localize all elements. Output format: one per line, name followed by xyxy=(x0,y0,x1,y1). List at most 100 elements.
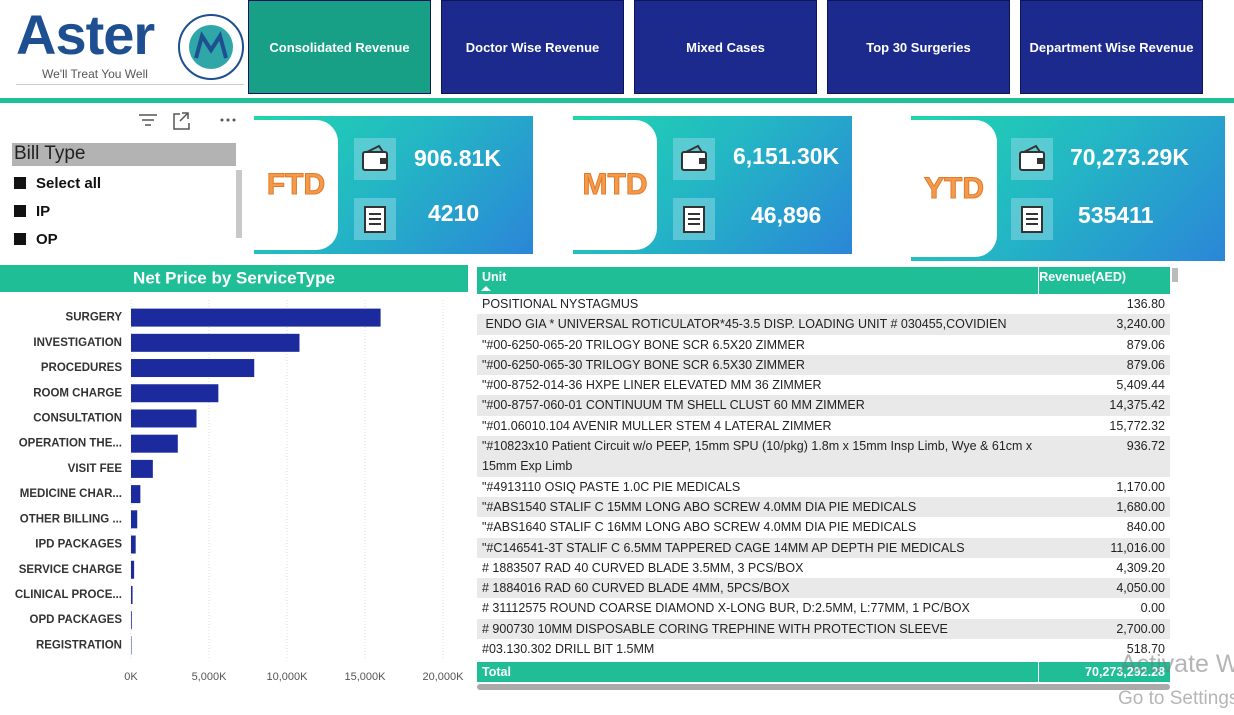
y-tick-label: CLINICAL PROCE... xyxy=(15,589,122,601)
wallet-icon xyxy=(354,138,396,180)
table-row: # 900730 10MM DISPOSABLE CORING TREPHINE… xyxy=(477,618,1170,640)
slicer-option[interactable]: IP xyxy=(14,203,50,220)
total-value: 70,273,292.28 xyxy=(1038,662,1170,683)
bar xyxy=(131,459,153,478)
scrollbar[interactable] xyxy=(1172,268,1178,282)
y-tick-label: IPD PACKAGES xyxy=(35,539,122,551)
nav-button[interactable]: Top 30 Surgeries xyxy=(827,0,1010,94)
x-tick-label: 10,000K xyxy=(267,671,309,683)
bar xyxy=(131,409,197,428)
bar xyxy=(131,434,178,453)
table-row: "#4913110 OSIQ PASTE 1.0C PIE MEDICALS 1,… xyxy=(477,477,1170,497)
bar xyxy=(131,510,138,529)
revenue-cell: 15,772.32 xyxy=(1109,418,1165,433)
bar xyxy=(131,585,133,604)
x-tick-label: 15,000K xyxy=(345,671,387,683)
unit-cell: ENDO GIA * UNIVERSAL ROTICULATOR*45-3.5 … xyxy=(482,317,1007,332)
revenue-cell: 136.80 xyxy=(1126,297,1165,311)
table-row: #03.130.302 DRILL BIT 1.5MM 518.70 xyxy=(477,639,1170,659)
nav-button[interactable]: Mixed Cases xyxy=(634,0,817,94)
notepad-icon xyxy=(354,198,396,240)
column-header[interactable]: Unit xyxy=(482,270,507,284)
y-tick-label: VISIT FEE xyxy=(68,463,123,475)
unit-cell: # 900730 10MM DISPOSABLE CORING TREPHINE… xyxy=(482,621,948,636)
x-tick-label: 0K xyxy=(124,671,138,683)
revenue-cell: 840.00 xyxy=(1126,520,1165,535)
watermark: Activate Windows xyxy=(1120,650,1234,678)
unit-cell: "#00-8752-014-36 HXPE LINER ELEVATED MM … xyxy=(482,378,822,393)
revenue-cell: 4,050.00 xyxy=(1116,581,1165,596)
revenue-cell: 2,700.00 xyxy=(1116,621,1165,636)
table-body: POSITIONAL NYSTAGMUS 136.80 ENDO GIA * UN… xyxy=(477,294,1170,659)
unit-cell: "#4913110 OSIQ PASTE 1.0C PIE MEDICALS xyxy=(482,479,741,494)
y-tick-label: OTHER BILLING ... xyxy=(20,513,122,525)
table-row: POSITIONAL NYSTAGMUS 136.80 xyxy=(477,294,1170,314)
bar xyxy=(131,535,136,554)
revenue-cell: 3,240.00 xyxy=(1116,317,1165,332)
y-tick-label: PROCEDURES xyxy=(41,362,122,374)
slicer-option[interactable]: OP xyxy=(14,231,58,248)
nav-button[interactable]: Doctor Wise Revenue xyxy=(441,0,624,94)
table-row: "#ABS1540 STALIF C 15MM LONG ABO SCREW 4… xyxy=(477,496,1170,518)
unit-cell: "#C146541-3T STALIF C 6.5MM TAPPERED CAG… xyxy=(482,540,965,555)
total-label: Total xyxy=(482,665,511,679)
revenue-cell: 518.70 xyxy=(1126,642,1165,657)
nav-button[interactable]: Department Wise Revenue xyxy=(1020,0,1203,94)
wallet-icon xyxy=(1011,138,1053,180)
logo-emblem xyxy=(178,14,244,80)
bar xyxy=(131,359,255,378)
kpi-period: MTD xyxy=(573,120,657,250)
y-tick-label: ROOM CHARGE xyxy=(33,387,122,399)
table-row: "#C146541-3T STALIF C 6.5MM TAPPERED CAG… xyxy=(477,537,1170,558)
unit-cell: "#00-6250-065-20 TRILOGY BONE SCR 6.5X20… xyxy=(482,337,805,352)
scrollbar[interactable] xyxy=(236,170,242,238)
revenue-cell: 4,309.20 xyxy=(1116,560,1165,575)
y-tick-label: SERVICE CHARGE xyxy=(19,564,123,576)
x-tick-label: 5,000K xyxy=(192,671,228,683)
sort-arrow xyxy=(481,286,491,291)
bar xyxy=(131,308,381,327)
unit-cell: # 1884016 RAD 60 CURVED BLADE 4MM, 5PCS/… xyxy=(482,581,790,596)
table-row: # 31112575 ROUND COARSE DIAMOND X-LONG B… xyxy=(477,598,1170,618)
y-tick-label: OPERATION THE... xyxy=(19,438,122,450)
table-row: "#10823x10 Patient Circuit w/o PEEP, 15m… xyxy=(477,436,1170,477)
unit-cell: "#ABS1540 STALIF C 15MM LONG ABO SCREW 4… xyxy=(482,499,917,514)
revenue-table: Unit Revenue(AED) POSITIONAL NYSTAGMUS 13… xyxy=(477,267,1170,683)
kpi-period: FTD xyxy=(254,120,338,250)
table-row: "#00-6250-065-30 TRILOGY BONE SCR 6.5X30… xyxy=(477,354,1170,376)
unit-cell: "#00-8757-060-01 CONTINUUM TM SHELL CLUS… xyxy=(482,398,865,413)
notepad-icon xyxy=(1011,198,1053,240)
column-header[interactable]: Revenue(AED) xyxy=(1038,267,1170,294)
scrollbar[interactable] xyxy=(477,684,1170,690)
y-tick-label: SURGERY xyxy=(66,312,123,324)
unit-cell: "#01.06010.104 AVENIR MULLER STEM 4 LATE… xyxy=(482,418,832,433)
wallet-icon xyxy=(673,138,715,180)
revenue-cell: 0.00 xyxy=(1140,601,1165,616)
bar xyxy=(131,333,300,352)
kpi-count: 4210 xyxy=(428,200,480,226)
x-tick-label: 20,000K xyxy=(423,671,465,683)
revenue-cell: 1,170.00 xyxy=(1116,479,1165,494)
unit-cell: "#ABS1640 STALIF C 16MM LONG ABO SCREW 4… xyxy=(482,520,917,535)
y-tick-label: INVESTIGATION xyxy=(33,337,122,349)
table-row: "#00-8752-014-36 HXPE LINER ELEVATED MM … xyxy=(477,375,1170,395)
kpi-revenue: 70,273.29K xyxy=(1070,144,1189,170)
kpi-period: YTD xyxy=(911,120,997,257)
header-rule xyxy=(0,98,1234,103)
table-header: Unit Revenue(AED) xyxy=(477,267,1170,294)
y-tick-label: REGISTRATION xyxy=(36,639,122,651)
unit-cell: "#00-6250-065-30 TRILOGY BONE SCR 6.5X30… xyxy=(482,357,805,372)
unit-cell: # 31112575 ROUND COARSE DIAMOND X-LONG B… xyxy=(482,601,970,616)
table-row: ENDO GIA * UNIVERSAL ROTICULATOR*45-3.5 … xyxy=(477,314,1170,335)
revenue-cell: 11,016.00 xyxy=(1110,540,1165,555)
slicer-icons[interactable] xyxy=(136,110,240,132)
slicer-option[interactable]: Select all xyxy=(14,175,101,192)
kpi-card: FTD 906.81K 4210 xyxy=(254,116,533,254)
nav-button[interactable]: Consolidated Revenue xyxy=(248,0,431,94)
kpi-revenue: 6,151.30K xyxy=(733,143,840,169)
logo-text: Aster xyxy=(16,3,155,66)
table-row: "#01.06010.104 AVENIR MULLER STEM 4 LATE… xyxy=(477,416,1170,436)
bar xyxy=(131,485,141,504)
table-row: # 1883507 RAD 40 CURVED BLADE 3.5MM, 3 P… xyxy=(477,558,1170,578)
